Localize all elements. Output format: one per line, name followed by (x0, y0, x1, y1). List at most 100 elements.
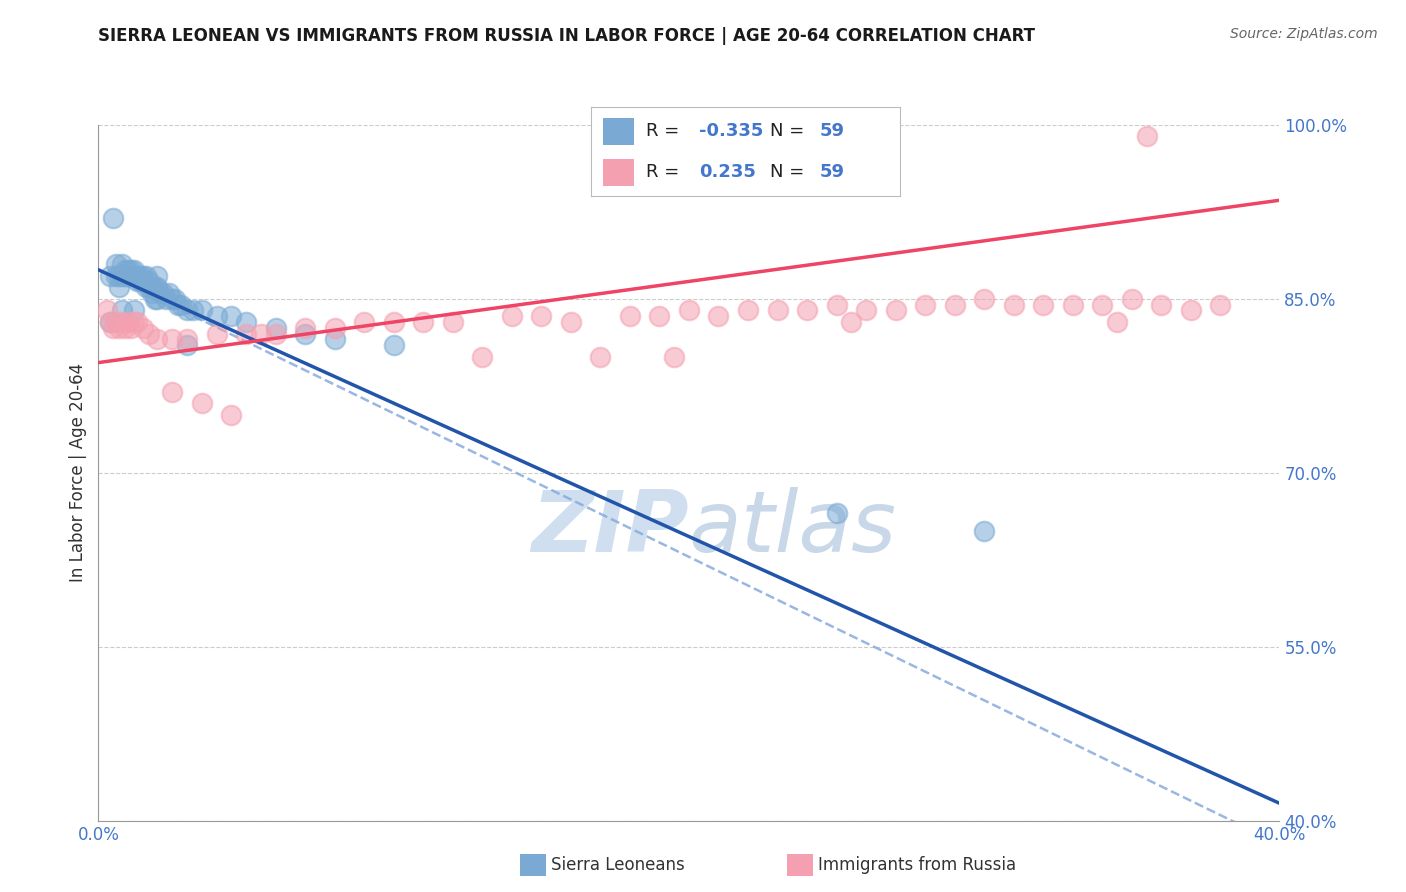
Point (111, 268, 134, 283)
Point (98, 268, 121, 283)
FancyBboxPatch shape (603, 118, 634, 145)
Point (105, 268, 128, 283)
Point (825, 506, 848, 520)
Point (441, 315, 464, 329)
Point (191, 303, 214, 318)
Point (1105, 315, 1128, 329)
Point (1032, 297, 1054, 311)
Text: Immigrants from Russia: Immigrants from Russia (818, 856, 1017, 874)
Point (138, 274, 160, 288)
Point (143, 292, 166, 306)
Point (128, 274, 150, 288)
Point (114, 320, 136, 334)
Text: Source: ZipAtlas.com: Source: ZipAtlas.com (1230, 27, 1378, 41)
Point (98, 315, 121, 329)
Point (973, 292, 995, 306)
Text: N =: N = (770, 122, 810, 140)
Point (176, 303, 198, 318)
Point (108, 268, 131, 283)
Point (707, 309, 730, 323)
Point (120, 268, 142, 283)
Point (125, 268, 148, 283)
Point (1091, 297, 1114, 311)
Point (264, 326, 287, 341)
Point (162, 332, 183, 346)
Point (146, 280, 169, 294)
Point (141, 285, 163, 300)
Point (146, 268, 169, 283)
Point (146, 292, 169, 306)
Point (205, 309, 228, 323)
Point (167, 297, 190, 311)
Point (138, 326, 160, 341)
Point (135, 268, 157, 283)
Point (149, 285, 172, 300)
Text: SIERRA LEONEAN VS IMMIGRANTS FROM RUSSIA IN LABOR FORCE | AGE 20-64 CORRELATION : SIERRA LEONEAN VS IMMIGRANTS FROM RUSSIA… (98, 27, 1035, 45)
Point (128, 268, 150, 283)
Text: R =: R = (647, 163, 685, 181)
Point (162, 292, 183, 306)
Text: 59: 59 (820, 163, 845, 181)
Point (155, 292, 177, 306)
Point (120, 262, 142, 277)
Point (914, 297, 936, 311)
Point (1062, 297, 1084, 311)
Point (323, 320, 346, 334)
Point (560, 315, 582, 329)
Point (264, 320, 287, 334)
Point (132, 268, 155, 283)
Text: Sierra Leoneans: Sierra Leoneans (551, 856, 685, 874)
Point (117, 262, 139, 277)
Point (825, 297, 848, 311)
Point (884, 303, 907, 318)
Point (157, 285, 180, 300)
Point (382, 338, 405, 352)
Point (382, 315, 405, 329)
Point (839, 315, 862, 329)
Point (105, 315, 128, 329)
Point (125, 274, 148, 288)
Point (219, 309, 242, 323)
Point (117, 268, 139, 283)
Point (181, 303, 204, 318)
Point (98, 315, 121, 329)
Point (120, 320, 142, 334)
Point (1121, 292, 1143, 306)
Point (111, 257, 134, 271)
Point (117, 268, 139, 283)
Point (412, 315, 434, 329)
Point (165, 292, 187, 306)
Point (353, 315, 375, 329)
Y-axis label: In Labor Force | Age 20-64: In Labor Force | Age 20-64 (69, 363, 87, 582)
Point (96, 303, 118, 318)
Point (122, 262, 145, 277)
Point (108, 320, 131, 334)
Point (205, 326, 228, 341)
Point (143, 280, 166, 294)
Point (146, 332, 169, 346)
Text: N =: N = (770, 163, 810, 181)
Point (111, 315, 134, 329)
Point (132, 320, 155, 334)
Text: ZIP: ZIP (531, 487, 689, 570)
Point (737, 303, 759, 318)
Point (589, 350, 612, 364)
Point (170, 297, 193, 311)
Point (122, 268, 145, 283)
Point (530, 309, 553, 323)
Point (796, 303, 818, 318)
Point (235, 315, 257, 329)
Text: 0.235: 0.235 (699, 163, 755, 181)
Point (132, 274, 155, 288)
Point (855, 303, 877, 318)
Point (250, 326, 273, 341)
Point (114, 268, 136, 283)
Point (766, 303, 789, 318)
Point (162, 384, 183, 399)
Text: atlas: atlas (689, 487, 897, 570)
Point (152, 285, 174, 300)
FancyBboxPatch shape (603, 159, 634, 186)
Point (973, 524, 995, 538)
Point (323, 332, 346, 346)
Point (135, 280, 157, 294)
